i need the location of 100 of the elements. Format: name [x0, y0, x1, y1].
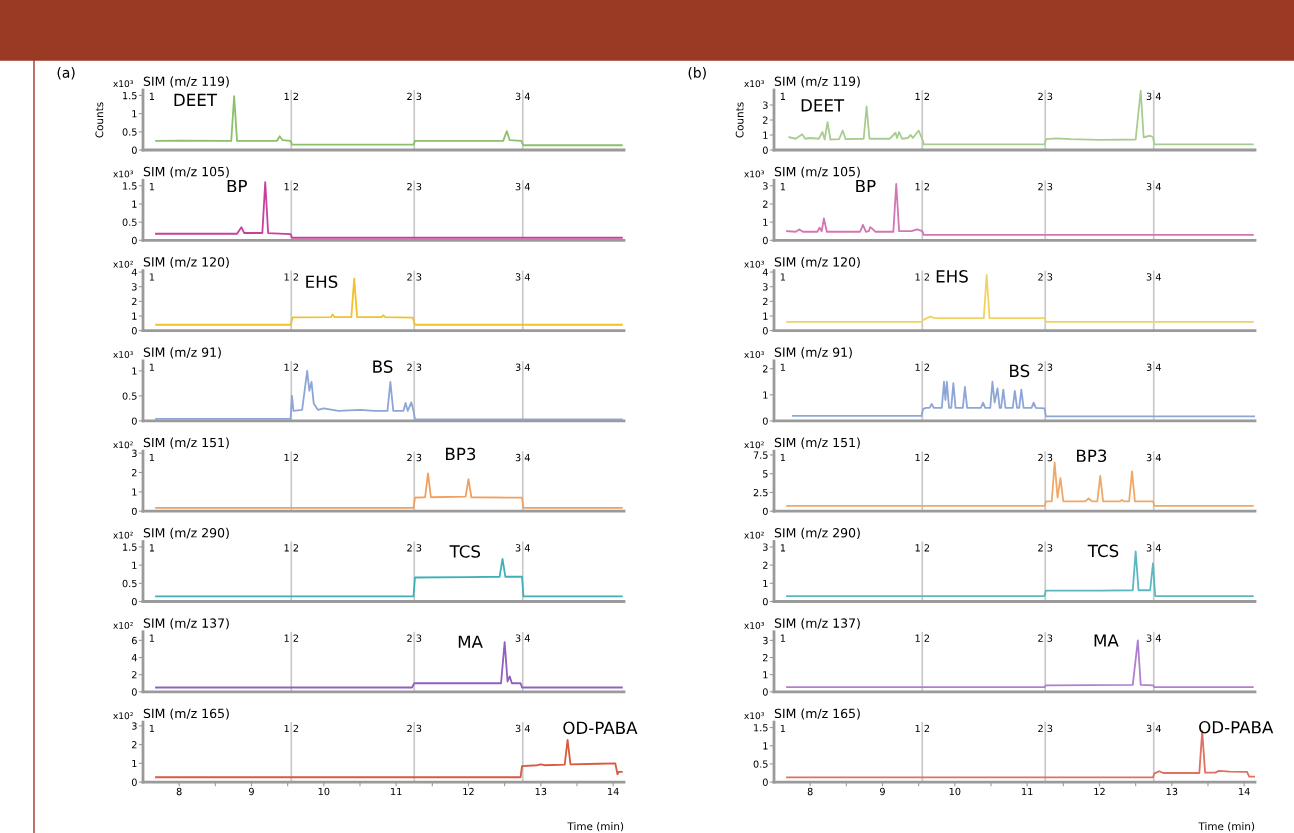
y-tick-label: 0 [131, 778, 137, 786]
annotation: 3 4 [1146, 724, 1161, 733]
annotation: 2 3 [1038, 634, 1053, 642]
chart-title: SIM (m/z 151) [143, 437, 229, 449]
annotation: BP [856, 179, 876, 193]
annotation: 1 [780, 634, 786, 642]
x-tick-label: 8 [807, 787, 813, 796]
chart-title: SIM (m/z 165) [774, 708, 860, 720]
text: x10³ [744, 712, 764, 720]
chart-title: SIM (m/z 290) [143, 527, 229, 539]
chart-title: SIM (m/z 119) [143, 76, 229, 88]
x-tick-label: 14 [608, 787, 619, 796]
annotation: 1 [149, 273, 155, 281]
annotation: 1 2 [284, 273, 299, 281]
annotation: 2 3 [1038, 544, 1053, 552]
y-tick-label: 0 [762, 327, 768, 335]
y-tick-label: 3 [132, 283, 137, 291]
y-tick-label: 1.5 [123, 543, 137, 551]
y-tick-label: 0.5 [753, 760, 768, 768]
x-tick-label: 12 [1094, 787, 1105, 796]
x-tick-label: 13 [535, 787, 547, 796]
y-tick-label: 3 [763, 636, 768, 645]
y-tick-label: 2 [131, 297, 137, 306]
x-axis-title: Time (min) [567, 822, 624, 832]
text: x10³ [744, 80, 764, 88]
y-tick-label: 3 [763, 543, 768, 551]
chart-title: SIM (m/z 91) [774, 347, 852, 359]
x-tick-label: 11 [391, 787, 402, 796]
annotation: 3 4 [515, 544, 530, 552]
text: x10³ [744, 351, 764, 358]
text: x10² [113, 712, 133, 720]
y-tick-label: 4 [131, 268, 137, 276]
annotation: DEET [174, 93, 218, 106]
y-tick-label: 6 [131, 636, 137, 645]
annotation: OD-PABA [563, 721, 638, 735]
annotation: 1 [149, 453, 155, 462]
y-tick-label: 3 [763, 283, 768, 291]
annotation: BP3 [1077, 449, 1107, 463]
y-tick-label: 0 [131, 597, 137, 606]
y-tick-label: 1 [763, 391, 768, 399]
x-tick-label: 10 [318, 787, 330, 796]
y-tick-label: 2 [131, 468, 137, 477]
chart-title: SIM (m/z 165) [143, 708, 229, 720]
annotation: 3 4 [1146, 363, 1161, 371]
y-tick-label: 2 [762, 200, 768, 208]
annotation: BS [1010, 364, 1030, 378]
y-tick-label: 0 [762, 597, 768, 606]
annotation: 1 [780, 92, 786, 100]
y-tick-label: 0.5 [122, 218, 137, 226]
annotation: 1 2 [284, 363, 299, 371]
annotation: 3 4 [1146, 273, 1161, 281]
y-tick-label: 2 [762, 116, 768, 124]
annotation: 2 3 [407, 724, 422, 733]
x-tick-label: 11 [1022, 787, 1033, 796]
y-tick-label: 1 [763, 218, 768, 226]
annotation: 1 2 [284, 92, 299, 100]
y-tick-label: 1 [763, 312, 768, 320]
y-tick-label: 0 [762, 778, 768, 786]
text: x10² [744, 441, 764, 449]
y-tick-label: 0.5 [122, 128, 137, 136]
annotation: DEET [801, 99, 845, 112]
annotation: 1 2 [915, 92, 930, 100]
annotation: BS [373, 360, 393, 373]
annotation: 2 3 [407, 92, 422, 101]
y-tick-label: 5 [763, 470, 768, 478]
chart-title: SIM (m/z 137) [143, 618, 229, 630]
text: x10² [113, 622, 133, 629]
y-tick-label: 0 [762, 417, 768, 425]
y-tick-label: 1.5 [123, 92, 137, 100]
annotation: 1 2 [915, 363, 930, 371]
text: x10³ [113, 170, 133, 178]
y-tick-label: 4 [762, 268, 768, 276]
annotation: 2 3 [1038, 182, 1053, 191]
annotation: 3 4 [515, 724, 530, 733]
annotation: 1 [780, 273, 786, 281]
annotation: 3 4 [1146, 453, 1161, 462]
annotation: 1 [780, 453, 786, 462]
chart-title: SIM (m/z 120) [774, 256, 860, 269]
annotation: 1 [149, 183, 155, 191]
annotation: 3 4 [515, 273, 530, 281]
annotation: 1 [780, 724, 786, 732]
annotation: 1 2 [915, 453, 930, 462]
y-axis-title: Counts [95, 102, 104, 138]
y-tick-label: 0 [762, 236, 768, 245]
y-tick-label: 3 [132, 449, 137, 457]
annotation: EHS [306, 275, 338, 289]
annotation: 1 2 [915, 273, 930, 281]
annotation: TCS [1087, 544, 1119, 558]
annotation: 1 2 [284, 724, 299, 732]
annotation: 3 4 [515, 453, 530, 462]
x-axis-title: Time (min) [1198, 822, 1255, 832]
y-tick-label: 0 [131, 146, 137, 154]
y-tick-label: 1 [132, 312, 137, 320]
y-tick-label: 7.5 [753, 451, 768, 459]
annotation: 2 3 [407, 273, 422, 281]
y-tick-label: 2 [131, 671, 137, 679]
annotation: 3 4 [1146, 182, 1161, 191]
chart-title: SIM (m/z 91) [143, 347, 221, 359]
text: x10² [113, 531, 133, 539]
annotation: EHS [936, 270, 968, 283]
